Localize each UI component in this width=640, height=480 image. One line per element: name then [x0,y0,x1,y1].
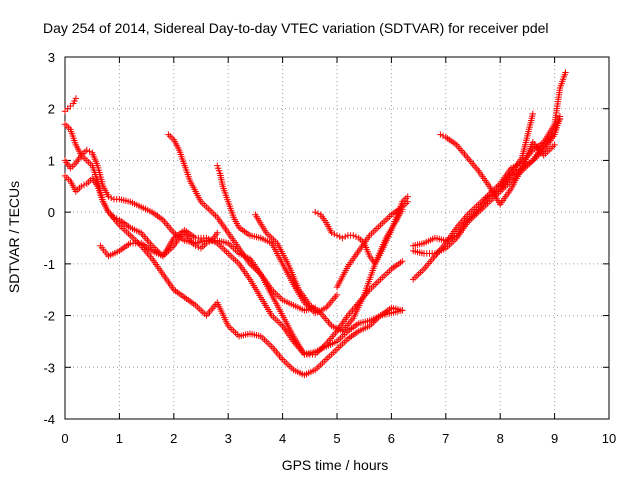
data-point [331,230,338,238]
series-14 [437,131,558,208]
series-8 [252,206,406,335]
series-13 [410,69,569,283]
data-point [203,240,210,247]
y-tick-label: -4 [43,412,55,427]
data-point [439,132,447,140]
data-point [352,233,360,240]
x-tick-label: 8 [497,431,504,446]
series-10 [333,198,411,291]
y-axis-label: SDTVAR / TECUs [6,181,22,293]
data-point [80,181,88,189]
x-tick-label: 1 [116,431,123,446]
series-15 [497,110,536,190]
x-axis-label: GPS time / hours [282,457,389,473]
x-tick-label: 9 [551,431,558,446]
y-tick-label: -3 [43,360,55,375]
data-point [404,198,411,205]
y-tick-label: 2 [48,102,55,117]
data-point [437,131,444,138]
data-point [105,193,112,200]
x-tick-label: 2 [170,431,177,446]
data-points [61,69,569,379]
x-tick-label: 5 [333,431,340,446]
series-4 [61,172,406,379]
data-point [192,242,199,249]
data-point [333,291,341,299]
x-tick-label: 3 [225,431,232,446]
data-point [83,146,90,154]
data-point [562,69,569,76]
x-tick-label: 4 [279,431,286,446]
series-9 [312,193,411,268]
y-axis-ticks: -4 -3 -2 -1 0 1 2 3 [43,50,609,427]
data-point [206,238,213,246]
data-point [72,95,80,102]
chart-title: Day 254 of 2014, Sidereal Day-to-day VTE… [43,20,549,36]
series-6 [165,131,319,314]
y-tick-label: 1 [48,153,55,168]
x-tick-label: 0 [61,431,68,446]
data-point [529,110,536,118]
series-1 [61,95,80,115]
data-point [556,113,564,120]
series-7 [214,162,341,317]
data-point [78,183,85,190]
series-5 [97,229,221,260]
x-tick-label: 7 [442,431,449,446]
y-tick-label: -1 [43,257,55,272]
y-tick-label: 3 [48,50,55,65]
data-point [314,210,322,217]
x-tick-label: 6 [388,431,395,446]
x-tick-label: 10 [602,431,616,446]
data-point [551,141,558,149]
data-point [336,233,343,240]
data-point [342,233,349,240]
y-tick-label: 0 [48,205,55,220]
data-point [312,208,319,216]
data-point [333,232,341,239]
y-tick-label: -2 [43,309,55,324]
series-12 [410,113,564,257]
data-point [86,148,93,155]
data-point [399,258,406,265]
data-point [214,229,221,236]
data-point [339,234,346,242]
data-point [350,232,357,239]
data-point [399,307,406,314]
data-point [328,229,335,236]
data-point [108,194,115,202]
x-axis-ticks: 0 1 2 3 4 5 6 7 8 9 10 [61,57,616,446]
